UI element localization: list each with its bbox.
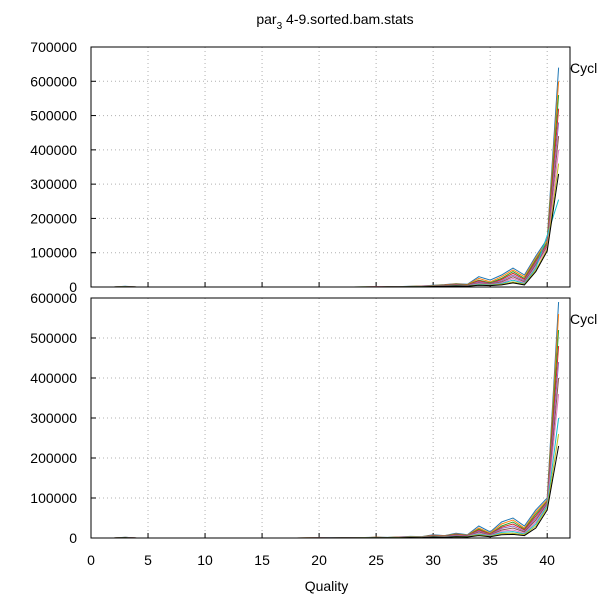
series-line (113, 136, 560, 287)
y-tick-label: 0 (69, 279, 77, 295)
chart-panels: 7000006000005000004000003000002000001000… (30, 39, 597, 594)
y-tick-label: 600000 (30, 290, 77, 306)
series-line (113, 94, 560, 287)
x-tick-label: 30 (425, 552, 441, 568)
x-tick-label: 5 (144, 552, 152, 568)
x-tick-label: 0 (87, 552, 95, 568)
series-group (113, 67, 560, 287)
legend-label: Cycl (570, 60, 597, 76)
x-tick-label: 35 (482, 552, 498, 568)
series-line (113, 122, 560, 287)
title-rest: 4-9.sorted.bam.stats (282, 11, 414, 27)
legend-label: Cycl (570, 311, 597, 327)
x-tick-label: 15 (254, 552, 270, 568)
y-tick-label: 300000 (30, 410, 77, 426)
x-tick-label: 10 (197, 552, 213, 568)
y-tick-label: 0 (69, 530, 77, 546)
series-line (113, 445, 560, 538)
panel-1: 700000 600000 500000 400000 300000 200000 1000… (30, 39, 597, 295)
series-line (113, 329, 560, 538)
series-line (113, 108, 560, 287)
y-tick-label: 700000 (30, 39, 77, 55)
series-line (113, 345, 560, 538)
series-line (113, 67, 560, 287)
title-base: par (256, 11, 277, 27)
y-tick-label: 300000 (30, 176, 77, 192)
panel-2: 600000 500000 400000 300000 200000 100000 00 5 1… (30, 290, 597, 594)
x-tick-label: 40 (539, 552, 555, 568)
x-tick-label: 20 (311, 552, 327, 568)
plot-frame (90, 46, 571, 288)
series-line (113, 173, 560, 287)
y-tick-label: 500000 (30, 330, 77, 346)
series-line (113, 433, 560, 538)
series-line (113, 393, 560, 538)
series-line (113, 417, 560, 538)
x-axis-label: Quality (305, 578, 349, 594)
y-tick-label: 200000 (30, 210, 77, 226)
plot-frame (90, 297, 571, 539)
x-tick-label: 25 (368, 552, 384, 568)
y-tick-label: 100000 (30, 490, 77, 506)
y-tick-label: 100000 (30, 245, 77, 261)
chart-title: par3 4-9.sorted.bam.stats (256, 11, 413, 32)
series-line (113, 361, 560, 538)
series-line (113, 313, 560, 538)
y-tick-label: 200000 (30, 450, 77, 466)
y-tick-label: 600000 (30, 73, 77, 89)
title-subscript: 3 (277, 21, 283, 32)
series-line (113, 163, 560, 287)
series-group (113, 301, 560, 538)
series-line (113, 301, 560, 538)
y-tick-label: 400000 (30, 370, 77, 386)
series-line (113, 199, 560, 287)
y-tick-label: 400000 (30, 142, 77, 158)
y-tick-label: 500000 (30, 108, 77, 124)
